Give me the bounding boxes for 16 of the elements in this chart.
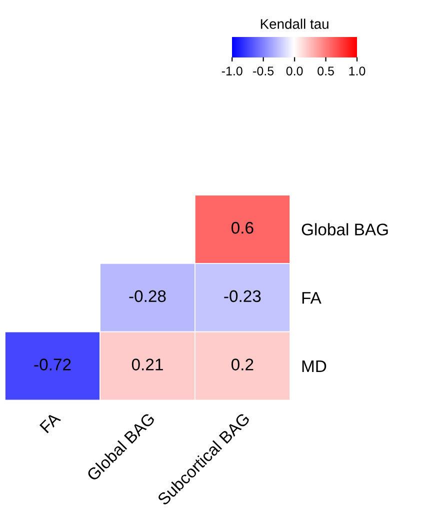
data-label: 0.21	[132, 358, 163, 370]
y-tick-label: MD	[302, 360, 326, 372]
data-label: 0.2	[232, 358, 254, 370]
color-bar-label: -0.5	[253, 66, 274, 76]
x-tick-label: FA	[40, 412, 62, 434]
color-bar-title: Kendall tau	[260, 18, 328, 29]
color-bar-label: -1.0	[222, 66, 242, 76]
color-bar-label: 1.0	[349, 66, 366, 76]
data-label: -0.23	[224, 290, 261, 302]
data-label: -0.28	[129, 290, 166, 302]
color-bar-label: 0.5	[318, 66, 334, 76]
data-label: 0.6	[232, 222, 254, 234]
y-tick-label: FA	[302, 292, 322, 304]
color-bar-label: 0.0	[286, 66, 303, 76]
data-label: -0.72	[34, 358, 71, 370]
y-tick-label: Global BAG	[302, 223, 388, 236]
